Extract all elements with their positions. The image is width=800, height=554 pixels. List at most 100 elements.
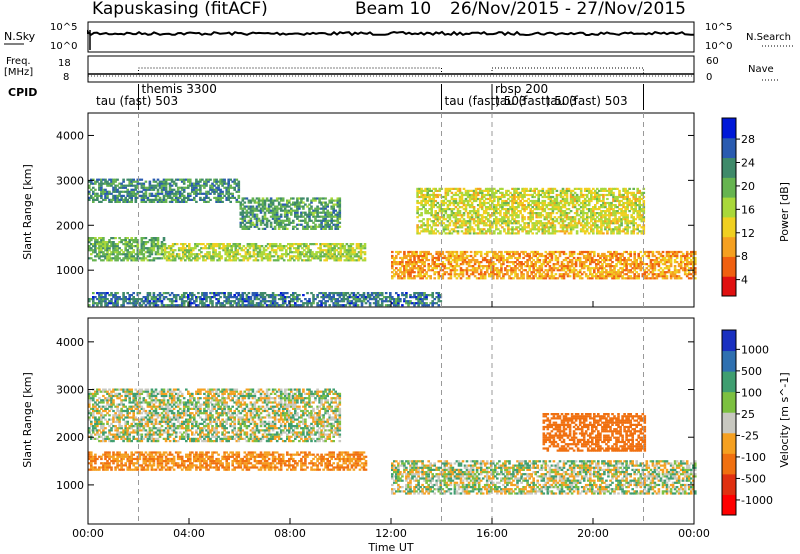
echo-cell	[527, 218, 530, 221]
echo-cell	[328, 292, 331, 295]
echo-cell	[130, 180, 133, 183]
echo-cell	[687, 267, 691, 270]
echo-cell	[150, 237, 154, 240]
echo-cell	[187, 198, 190, 201]
echo-cell	[511, 228, 514, 231]
echo-cell	[478, 199, 482, 203]
echo-cell	[490, 271, 493, 274]
echo-cell	[104, 190, 107, 193]
echo-cell	[483, 271, 487, 274]
echo-cell	[527, 201, 530, 205]
echo-cell	[362, 296, 366, 299]
echo-cell	[281, 294, 285, 297]
echo-cell	[191, 198, 194, 201]
echo-cell	[467, 275, 471, 278]
echo-cell	[546, 273, 550, 276]
echo-cell	[150, 186, 154, 189]
echo-cell	[240, 255, 244, 258]
echo-cell	[558, 254, 562, 258]
echo-cell	[523, 195, 526, 199]
echo-cell	[112, 294, 115, 297]
echo-cell	[395, 292, 398, 295]
echo-cell	[453, 269, 457, 272]
echo-cell	[218, 245, 221, 248]
echo-cell	[438, 210, 442, 213]
echo-cell	[480, 201, 484, 205]
echo-cell	[193, 190, 196, 193]
echo-cell	[477, 267, 481, 270]
echo-cell	[643, 273, 647, 276]
echo-cell	[229, 178, 232, 181]
echo-cell	[239, 207, 243, 210]
echo-cell	[572, 269, 576, 272]
echo-cell	[341, 253, 345, 256]
echo-cell	[601, 269, 604, 272]
echo-cell	[409, 250, 412, 254]
echo-cell	[297, 259, 300, 262]
echo-cell	[667, 254, 671, 258]
echo-cell	[450, 228, 454, 231]
echo-cell	[424, 199, 427, 203]
echo-cell	[96, 247, 99, 250]
echo-cell	[320, 227, 323, 230]
echo-cell	[574, 261, 578, 264]
echo-cell	[273, 300, 277, 303]
echo-cell	[237, 190, 241, 193]
echo-cell	[187, 186, 190, 189]
echo-cell	[446, 204, 450, 207]
echo-cell	[221, 304, 224, 307]
echo-cell	[122, 300, 125, 303]
echo-cell	[629, 254, 632, 258]
echo-cell	[419, 271, 422, 274]
echo-cell	[267, 205, 271, 208]
echo-cell	[104, 241, 107, 244]
echo-cell	[433, 263, 436, 266]
echo-cell	[522, 252, 525, 256]
echo-cell	[436, 212, 440, 215]
echo-cell	[423, 250, 426, 254]
echo-cell	[213, 180, 216, 183]
echo-cell	[247, 201, 251, 204]
echo-cell	[245, 304, 249, 307]
echo-cell	[214, 253, 217, 256]
echo-cell	[292, 296, 295, 299]
echo-cell	[294, 201, 297, 204]
echo-cell	[532, 252, 535, 256]
echo-cell	[320, 300, 323, 303]
echo-cell	[293, 251, 296, 254]
echo-cell	[437, 265, 441, 268]
echo-cell	[490, 261, 493, 264]
echo-cell	[140, 200, 144, 203]
echo-cell	[276, 259, 280, 262]
echo-cell	[497, 201, 500, 205]
echo-cell	[326, 215, 329, 218]
echo-cell	[189, 182, 192, 185]
echo-cell	[208, 257, 211, 260]
echo-cell	[309, 243, 312, 246]
echo-cell	[166, 194, 170, 197]
echo-cell	[102, 296, 105, 299]
echo-cell	[263, 223, 267, 226]
echo-cell	[405, 254, 408, 258]
echo-cell	[148, 253, 152, 256]
echo-cell	[163, 257, 167, 260]
echo-cell	[88, 237, 91, 240]
echo-cell	[433, 273, 436, 276]
echo-cell	[361, 245, 365, 248]
echo-cell	[339, 251, 343, 254]
echo-cell	[298, 205, 301, 208]
echo-cell	[188, 257, 191, 260]
echo-cell	[529, 189, 532, 192]
echo-cell	[308, 207, 311, 210]
echo-cell	[495, 189, 498, 192]
echo-cell	[474, 191, 478, 194]
echo-cell	[633, 256, 636, 260]
echo-cell	[418, 201, 421, 205]
echo-cell	[397, 250, 400, 254]
echo-cell	[213, 292, 216, 295]
echo-cell	[469, 250, 473, 254]
echo-cell	[363, 257, 367, 260]
echo-cell	[454, 206, 458, 209]
echo-cell	[94, 241, 97, 244]
echo-cell	[199, 198, 202, 201]
